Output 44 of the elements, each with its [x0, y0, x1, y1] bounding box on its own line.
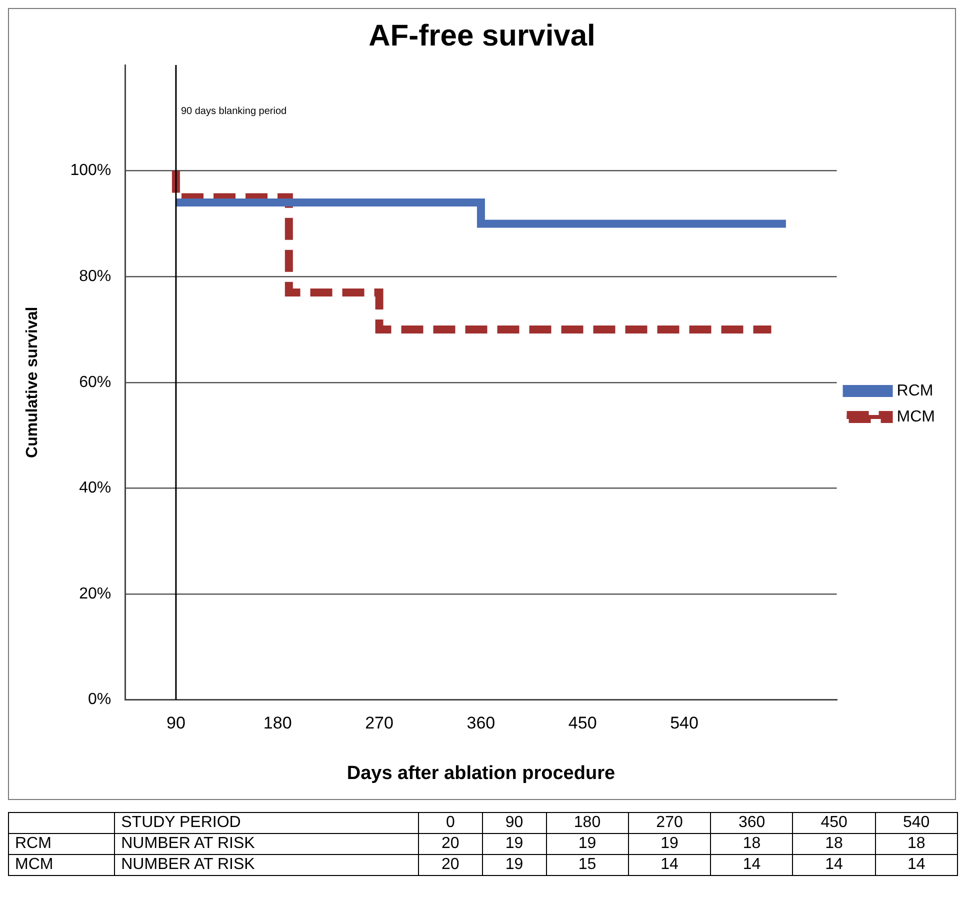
text: MCM — [8, 854, 115, 876]
legend-label: MCM — [896, 408, 936, 426]
text: 19 — [546, 834, 628, 854]
text: 20 — [418, 834, 482, 854]
text: 450 — [792, 812, 876, 834]
text: 14 — [628, 854, 711, 876]
x-tick-label: 450 — [568, 714, 597, 733]
x-tick-label: 90 — [166, 714, 186, 733]
y-tick-label: 80% — [79, 268, 112, 286]
text: 14 — [875, 854, 958, 876]
x-tick-label: 270 — [365, 714, 394, 733]
text: 14 — [792, 854, 876, 876]
text: 18 — [875, 834, 958, 854]
ref-line-label: 90 days blanking period — [180, 106, 287, 117]
text: NUMBER AT RISK — [114, 834, 418, 854]
x-axis-title: Days after ablation procedure — [346, 762, 616, 784]
text: 19 — [628, 834, 711, 854]
y-tick-label: 0% — [88, 691, 112, 708]
text: 15 — [546, 854, 628, 876]
text: 18 — [710, 834, 793, 854]
text: 19 — [482, 854, 546, 876]
text: 19 — [482, 834, 546, 854]
text: 180 — [546, 812, 628, 834]
text: 90 — [482, 812, 546, 834]
legend-label: RCM — [896, 382, 934, 400]
y-tick-label: 60% — [79, 374, 112, 391]
chart-title: AF-free survival — [368, 19, 596, 52]
y-axis-title: Cumulative survival — [24, 306, 42, 458]
x-tick-label: 180 — [263, 714, 292, 733]
text: 270 — [628, 812, 711, 834]
text: 20 — [418, 854, 482, 876]
y-tick-label: 20% — [79, 585, 112, 602]
text: 14 — [710, 854, 793, 876]
x-tick-label: 540 — [670, 714, 698, 733]
x-tick-label: 360 — [466, 714, 496, 733]
y-tick-label: 40% — [79, 480, 112, 497]
text: STUDY PERIOD — [114, 812, 418, 834]
text: 0 — [418, 812, 482, 834]
text: 18 — [792, 834, 876, 854]
y-tick-label: 100% — [70, 162, 112, 180]
text: 540 — [875, 812, 958, 834]
text: RCM — [8, 834, 115, 854]
text: NUMBER AT RISK — [114, 854, 418, 876]
text: 360 — [710, 812, 793, 834]
